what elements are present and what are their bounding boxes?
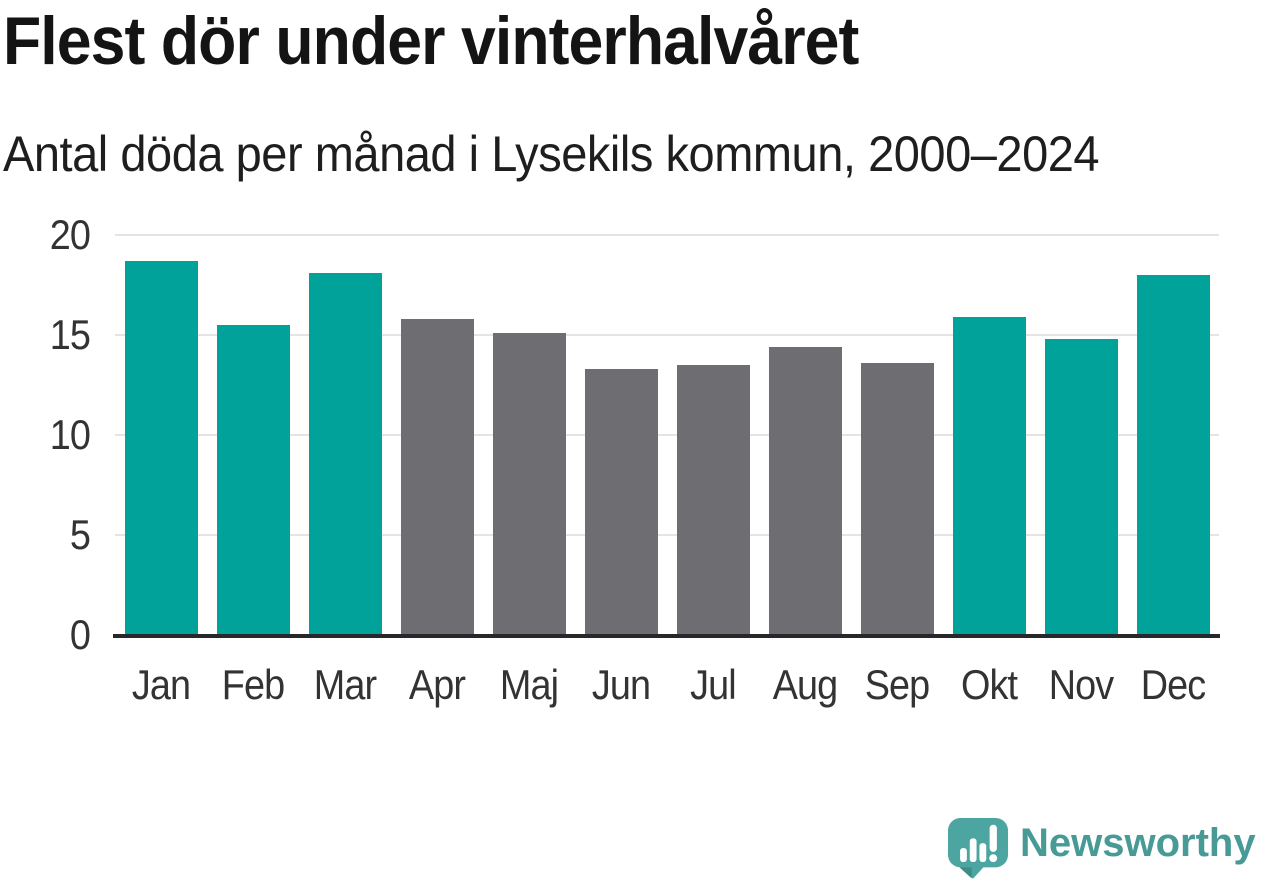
- x-tick-label-feb: Feb: [221, 661, 285, 708]
- gridline-y-15: [115, 334, 1219, 336]
- bar-nov: [1044, 339, 1118, 635]
- x-tick-label-okt: Okt: [960, 661, 1018, 708]
- x-tick-label-mar: Mar: [313, 661, 377, 708]
- y-tick-label-15: 15: [49, 311, 91, 358]
- x-tick-label-dec: Dec: [1140, 661, 1206, 708]
- newsworthy-wordmark: Newsworthy: [1020, 821, 1256, 865]
- plot-area: [115, 234, 1219, 635]
- gridline-y-20: [115, 234, 1219, 236]
- x-axis-line: [113, 634, 1220, 638]
- x-tick-label-aug: Aug: [772, 661, 838, 708]
- bar-dec: [1136, 275, 1210, 635]
- bar-mar: [308, 273, 382, 635]
- gridline-y-10: [115, 434, 1219, 436]
- bar-feb: [216, 325, 290, 635]
- x-tick-label-nov: Nov: [1048, 661, 1114, 708]
- bar-sep: [860, 363, 934, 635]
- newsworthy-speech-bubble-chart-icon: [947, 817, 1009, 879]
- bar-jul: [676, 365, 750, 635]
- bar-maj: [492, 333, 566, 635]
- bar-okt: [952, 317, 1026, 635]
- gridline-y-5: [115, 534, 1219, 536]
- bar-jan: [124, 261, 198, 635]
- x-tick-label-maj: Maj: [499, 661, 559, 708]
- x-tick-label-jul: Jul: [690, 661, 737, 708]
- x-tick-label-jan: Jan: [131, 661, 191, 708]
- chart-title: Flest dör under vinterhalvåret: [3, 3, 859, 79]
- newsworthy-logo: Newsworthy: [947, 817, 1256, 879]
- bar-apr: [400, 319, 474, 635]
- bar-jun: [584, 369, 658, 635]
- bar-aug: [768, 347, 842, 635]
- y-tick-label-5: 5: [69, 511, 91, 558]
- y-tick-label-20: 20: [49, 211, 91, 258]
- x-tick-label-jun: Jun: [591, 661, 651, 708]
- x-tick-label-apr: Apr: [408, 661, 466, 708]
- y-tick-label-10: 10: [49, 411, 91, 458]
- x-tick-label-sep: Sep: [864, 661, 930, 708]
- chart-subtitle: Antal döda per månad i Lysekils kommun, …: [3, 126, 1100, 182]
- y-tick-label-0: 0: [69, 611, 91, 658]
